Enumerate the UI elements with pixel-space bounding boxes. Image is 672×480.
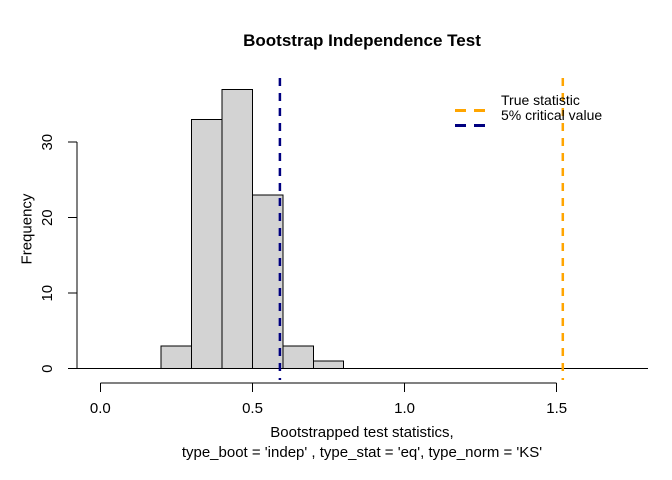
legend-entry: 5% critical value — [455, 107, 603, 127]
histogram-bar — [191, 119, 223, 370]
histogram-bar — [312, 360, 345, 370]
legend-line-sample — [455, 99, 489, 112]
y-axis-label: Frequency — [18, 193, 36, 265]
legend-label: True statistic — [501, 92, 580, 108]
x-axis-label-line1: Bootstrapped test statistics, — [270, 424, 454, 441]
x-tick-label: 1.0 — [394, 400, 415, 417]
legend-line-sample — [455, 114, 489, 127]
histogram-bar — [160, 345, 193, 370]
legend-label: 5% critical value — [501, 107, 603, 123]
legend: True statistic 5% critical value — [455, 92, 603, 127]
y-tick-label: 0 — [39, 365, 56, 373]
y-tick-label: 10 — [39, 285, 56, 302]
x-tick-label: 0.5 — [242, 400, 263, 417]
x-axis-label-line2: type_boot = 'indep' , type_stat = 'eq', … — [181, 444, 543, 461]
histogram-bar — [252, 194, 284, 370]
legend-entry: True statistic — [455, 92, 602, 112]
x-tick-label: 1.5 — [546, 400, 567, 417]
x-tick-label: 0.0 — [90, 400, 111, 417]
y-tick-label: 30 — [39, 134, 56, 151]
y-tick-label: 20 — [39, 209, 56, 226]
histogram-bar — [282, 345, 314, 370]
histogram-bar — [221, 88, 253, 370]
chart-title: Bootstrap Independence Test — [243, 31, 481, 50]
